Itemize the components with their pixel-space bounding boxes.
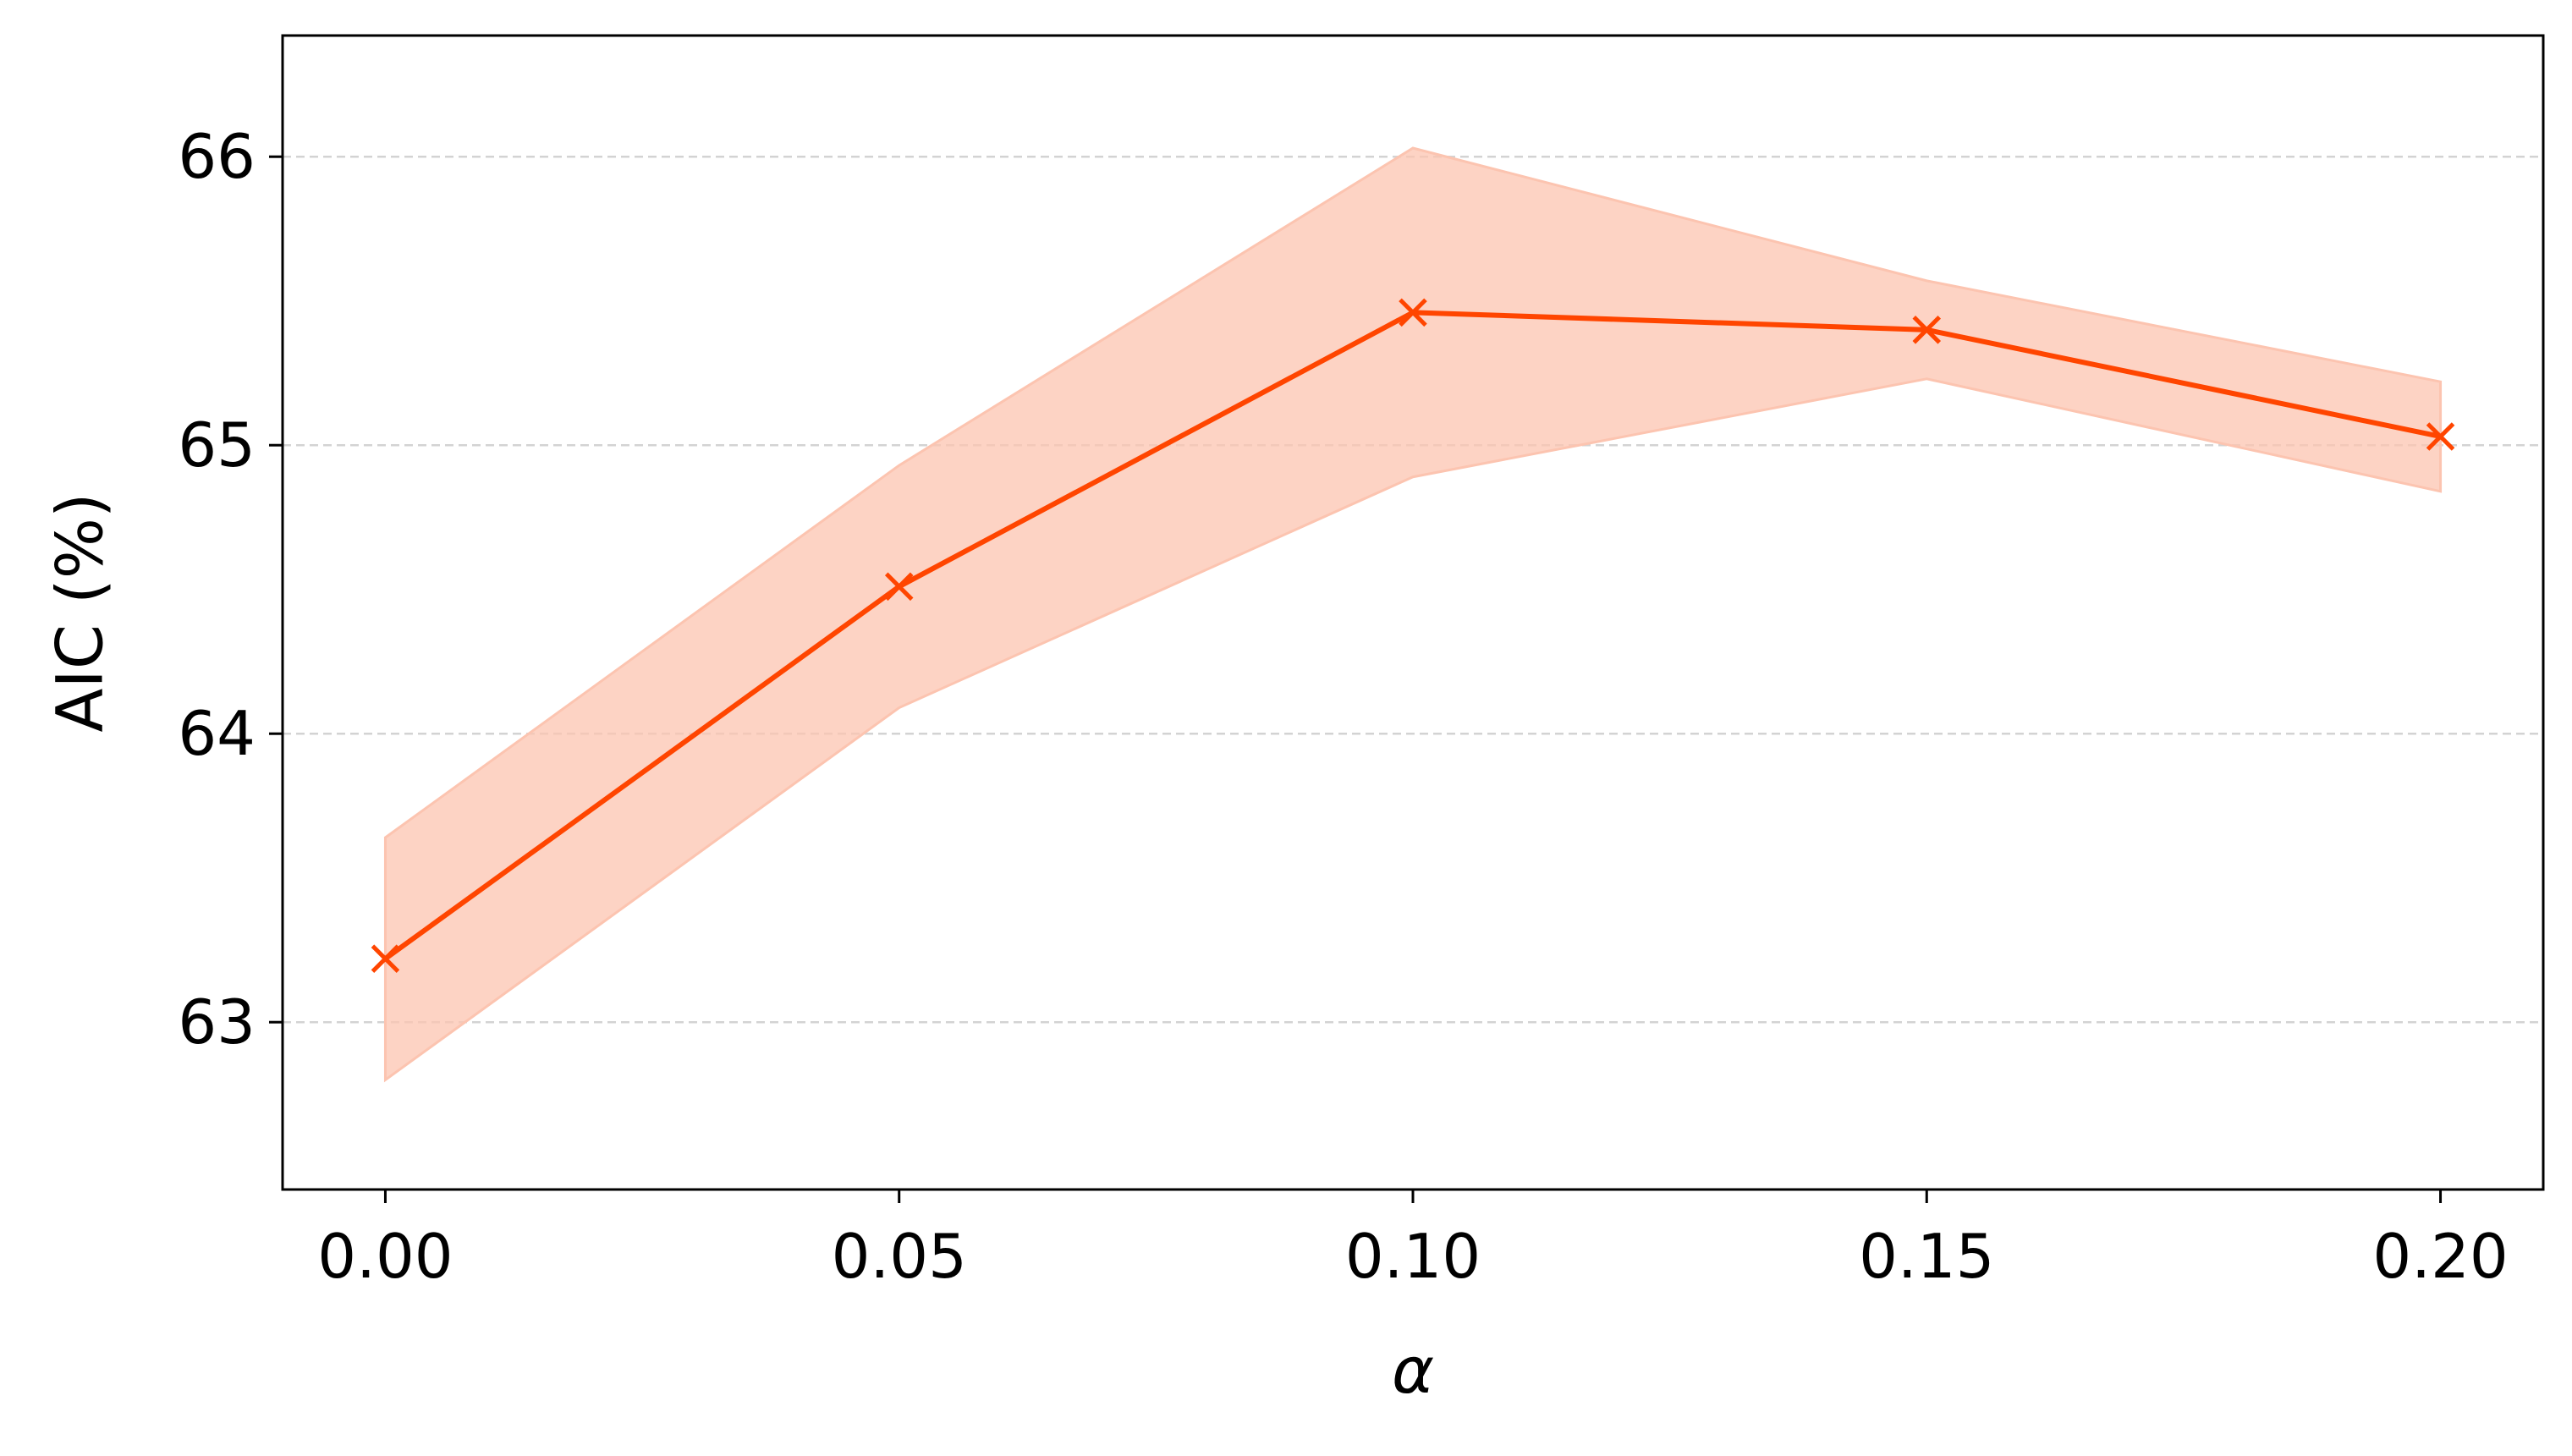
data-point-marker	[2426, 422, 2455, 451]
confidence-band	[383, 146, 2443, 1083]
y-tick-label: 64	[178, 698, 256, 769]
data-point-marker	[1912, 316, 1942, 344]
data-point-marker	[884, 572, 914, 602]
x-tick-label: 0.00	[317, 1221, 453, 1292]
confidence-band-layer	[383, 146, 2443, 1083]
y-axis-label: AIC (%)	[42, 492, 118, 732]
x-tick-label: 0.10	[1345, 1221, 1481, 1292]
marker-layer	[371, 298, 2455, 973]
x-axis-label: α	[1392, 1332, 1434, 1408]
y-axis-ticks: 63 64 65 66	[178, 121, 283, 1058]
x-tick-label: 0.15	[1859, 1221, 1994, 1292]
x-tick-label: 0.05	[832, 1221, 967, 1292]
x-axis-ticks: 0.00 0.05 0.10 0.15 0.20	[317, 1190, 2509, 1292]
data-point-marker	[1399, 298, 1427, 327]
y-tick-label: 66	[178, 121, 256, 192]
data-point-marker	[371, 944, 400, 973]
x-tick-label: 0.20	[2372, 1221, 2508, 1292]
y-tick-label: 65	[178, 409, 256, 481]
y-tick-label: 63	[178, 986, 256, 1058]
